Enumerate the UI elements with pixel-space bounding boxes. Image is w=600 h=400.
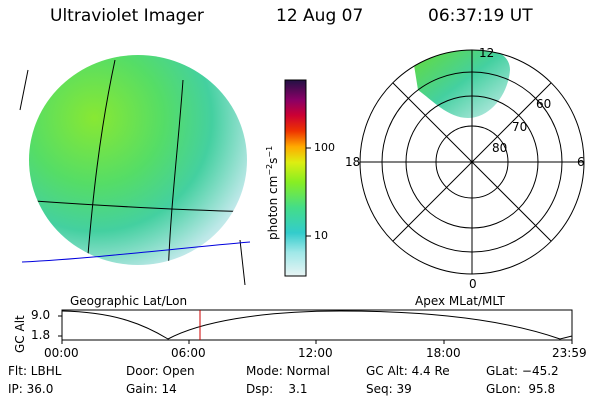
info-mode: Mode: Normal [246,364,330,378]
polar-lat-70: 70 [512,120,528,134]
info-seq: Seq: 39 [366,382,412,396]
date-label: 12 Aug 07 [276,6,364,26]
colorbar-tick-100: 100 [314,141,335,154]
altitude-x-tick-0000: 00:00 [44,346,79,360]
info-dsp: Dsp: 3.1 [246,382,308,396]
altitude-plot [58,309,573,344]
geographic-projection-label: Geographic Lat/Lon [70,294,188,308]
apex-projection-label: Apex MLat/MLT [415,294,505,308]
altitude-x-tick-0600: 06:00 [171,346,206,360]
info-ip: IP: 36.0 [8,382,54,396]
polar-label-0: 0 [469,277,477,291]
altitude-x-tick-2359: 23:59 [552,346,587,360]
geographic-image [19,55,251,286]
polar-label-12: 12 [479,46,495,60]
colorbar [284,79,311,277]
polar-lat-60: 60 [536,97,552,111]
info-gc-alt: GC Alt: 4.4 Re [366,364,450,378]
altitude-x-tick-1200: 12:00 [298,346,333,360]
info-gain: Gain: 14 [126,382,177,396]
colorbar-tick-10: 10 [314,229,328,242]
colorbar-unit-label: photon cm−2s−1 [265,145,280,240]
altitude-y-top: 9.0 [31,308,51,322]
altitude-x-tick-1800: 18:00 [426,346,461,360]
time-label: 06:37:19 UT [428,6,533,26]
info-flt: Flt: LBHL [8,364,62,378]
polar-label-18: 18 [345,155,361,169]
altitude-y-bottom: 1.8 [31,328,51,342]
info-door: Door: Open [126,364,195,378]
info-glat: GLat: −45.2 [486,364,559,378]
instrument-title: Ultraviolet Imager [50,6,204,26]
polar-label-6: 6 [577,155,585,169]
altitude-axis-label: GC Alt [13,315,27,353]
info-glon: GLon: 95.8 [486,382,556,396]
polar-lat-80: 80 [492,141,508,155]
polar-plot [359,49,585,275]
